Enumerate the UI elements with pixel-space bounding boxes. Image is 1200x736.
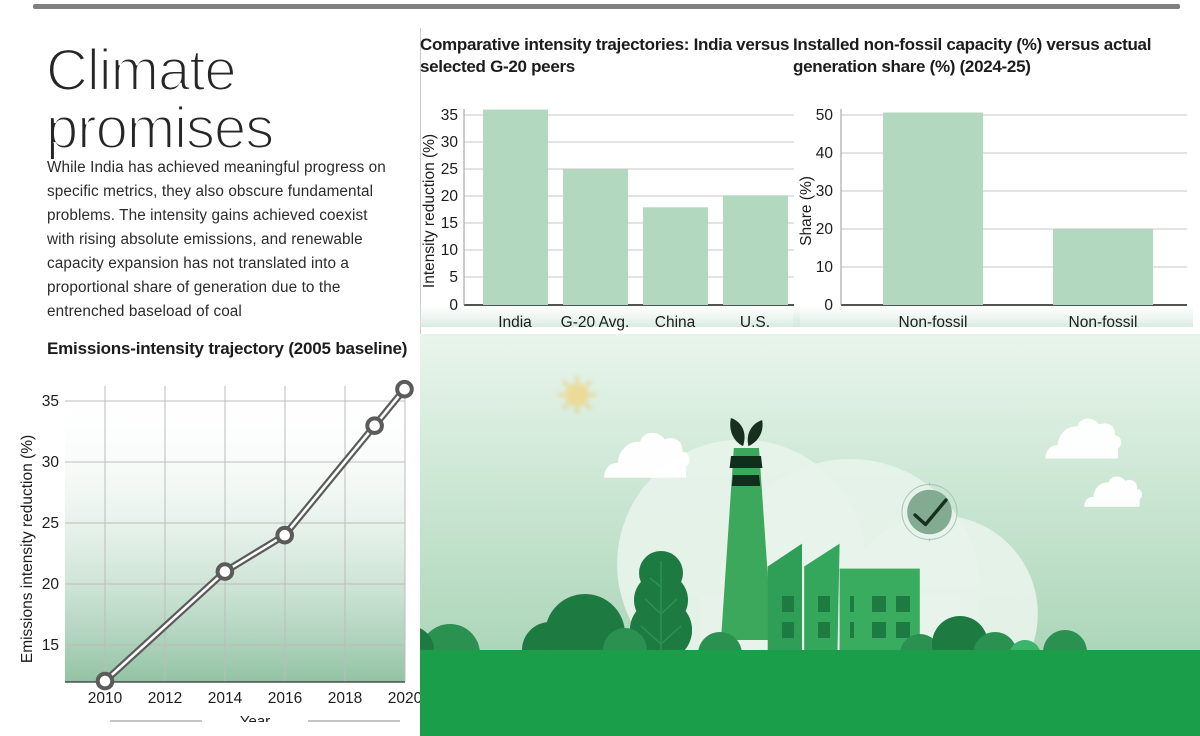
svg-text:2020: 2020: [388, 690, 420, 707]
svg-text:10: 10: [441, 242, 459, 259]
svg-text:Year: Year: [240, 713, 270, 722]
svg-text:India: India: [498, 314, 532, 331]
svg-text:15: 15: [42, 637, 59, 654]
svg-text:40: 40: [816, 145, 834, 162]
svg-text:2010: 2010: [88, 690, 123, 707]
svg-text:20: 20: [816, 221, 834, 238]
svg-text:2018: 2018: [328, 690, 362, 707]
svg-text:50: 50: [816, 107, 834, 124]
svg-text:2014: 2014: [208, 690, 243, 707]
svg-text:20: 20: [42, 576, 60, 593]
svg-text:30: 30: [816, 183, 834, 200]
svg-text:30: 30: [42, 454, 60, 471]
svg-text:Emissions intensity reduction: Emissions intensity reduction (%): [19, 435, 36, 663]
svg-text:Non-fossil: Non-fossil: [1069, 314, 1138, 331]
svg-text:0: 0: [824, 297, 833, 314]
svg-text:2016: 2016: [268, 690, 302, 707]
svg-text:25: 25: [42, 515, 59, 532]
svg-text:20: 20: [441, 188, 459, 205]
svg-text:5: 5: [449, 269, 458, 286]
svg-text:10: 10: [816, 259, 834, 276]
svg-text:China: China: [655, 314, 696, 331]
svg-text:25: 25: [441, 161, 458, 178]
svg-text:0: 0: [449, 297, 458, 314]
svg-text:Share (%): Share (%): [798, 176, 815, 246]
svg-text:30: 30: [441, 134, 459, 151]
svg-text:G-20 Avg.: G-20 Avg.: [561, 314, 630, 331]
svg-text:2012: 2012: [148, 690, 182, 707]
svg-text:35: 35: [42, 393, 59, 410]
svg-text:Intensity reduction (%): Intensity reduction (%): [421, 134, 438, 288]
svg-text:U.S.: U.S.: [740, 314, 770, 331]
svg-text:Non-fossil: Non-fossil: [899, 314, 968, 331]
svg-text:35: 35: [441, 107, 458, 124]
svg-text:15: 15: [441, 215, 458, 232]
